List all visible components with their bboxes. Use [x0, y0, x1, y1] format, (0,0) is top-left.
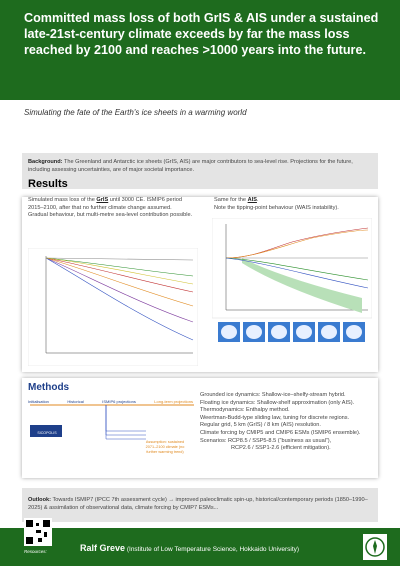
assumption: Assumption: sustained 2071–2100 climate … — [145, 440, 185, 454]
author: Ralf Greve (Institute of Low Temperature… — [80, 543, 299, 553]
resources: Resources: — [24, 549, 47, 554]
method-item: Regular grid, 5 km (GrIS) / 8 km (AIS) r… — [200, 422, 321, 429]
method-item: Climate forcing by CMIP5 and CMIP6 ESMs … — [200, 429, 361, 436]
text: . — [256, 197, 259, 203]
results-left-text: Simulated mass loss of the GrIS until 30… — [28, 197, 193, 220]
outlook-box: Outlook: Towards ISMIP7 (IPCC 7th assess… — [22, 488, 378, 522]
ais-figure — [212, 218, 372, 342]
text: The Greenland and Antarctic ice sheets (… — [28, 159, 353, 173]
results-right-text: Same for the AIS. Note the tipping-point … — [214, 197, 374, 212]
background-box: Background: The Greenland and Antarctic … — [22, 153, 378, 189]
flow-label: Historical — [67, 399, 84, 404]
text: Note the tipping-point behaviour (WAIS i… — [214, 204, 339, 211]
text: Simulated mass loss of the — [28, 197, 97, 203]
method-item: Weertman-Budd-type sliding law, tuning f… — [200, 414, 350, 421]
university-logo — [363, 534, 387, 560]
title: Committed mass loss of both GrIS & AIS u… — [0, 0, 400, 100]
name: Ralf Greve — [80, 543, 126, 553]
text: Towards ISMIP7 (IPCC 7th assessment cycl… — [28, 497, 368, 511]
methods-flow — [30, 404, 194, 440]
label: Background: — [28, 159, 63, 165]
method-item: Scenarios: RCP8.5 / SSP5-8.5 (“business … — [200, 437, 332, 444]
flow-label: ISMIP6 projections — [102, 399, 136, 404]
results-heading: Results — [28, 178, 68, 190]
footer: Resources: Ralf Greve (Institute of Low … — [0, 518, 400, 566]
highlight: AIS — [247, 197, 257, 203]
flow-label: Initialisation — [28, 399, 49, 404]
flow-label: Long-term projections — [154, 399, 193, 404]
text: until 3000 CE. ISMIP6 period 2015–2100, … — [28, 197, 193, 218]
label: Outlook: — [28, 497, 51, 503]
methods-heading: Methods — [28, 382, 70, 393]
method-item: Grounded ice dynamics: Shallow-ice–shelf… — [200, 392, 346, 398]
method-item: Thermodynamics: Enthalpy method. — [200, 407, 290, 414]
methods-card — [22, 378, 378, 478]
text: Same for the — [214, 197, 248, 203]
subtitle: Simulating the fate of the Earth's ice s… — [24, 108, 247, 117]
affiliation: (Institute of Low Temperature Science, H… — [126, 546, 300, 553]
method-item: Floating ice dynamics: Shallow-shelf app… — [200, 399, 355, 406]
methods-list: Grounded ice dynamics: Shallow-ice–shelf… — [200, 392, 376, 453]
gris-figure — [28, 248, 198, 366]
model-logo: SICOPOLIS — [37, 431, 57, 435]
highlight: GrIS — [96, 197, 109, 203]
flow-labels: Initialisation Historical ISMIP6 projectio… — [28, 399, 193, 404]
method-item: RCP2.6 / SSP1-2.6 (efficient mitigation)… — [231, 445, 331, 452]
qr-code — [24, 518, 52, 546]
